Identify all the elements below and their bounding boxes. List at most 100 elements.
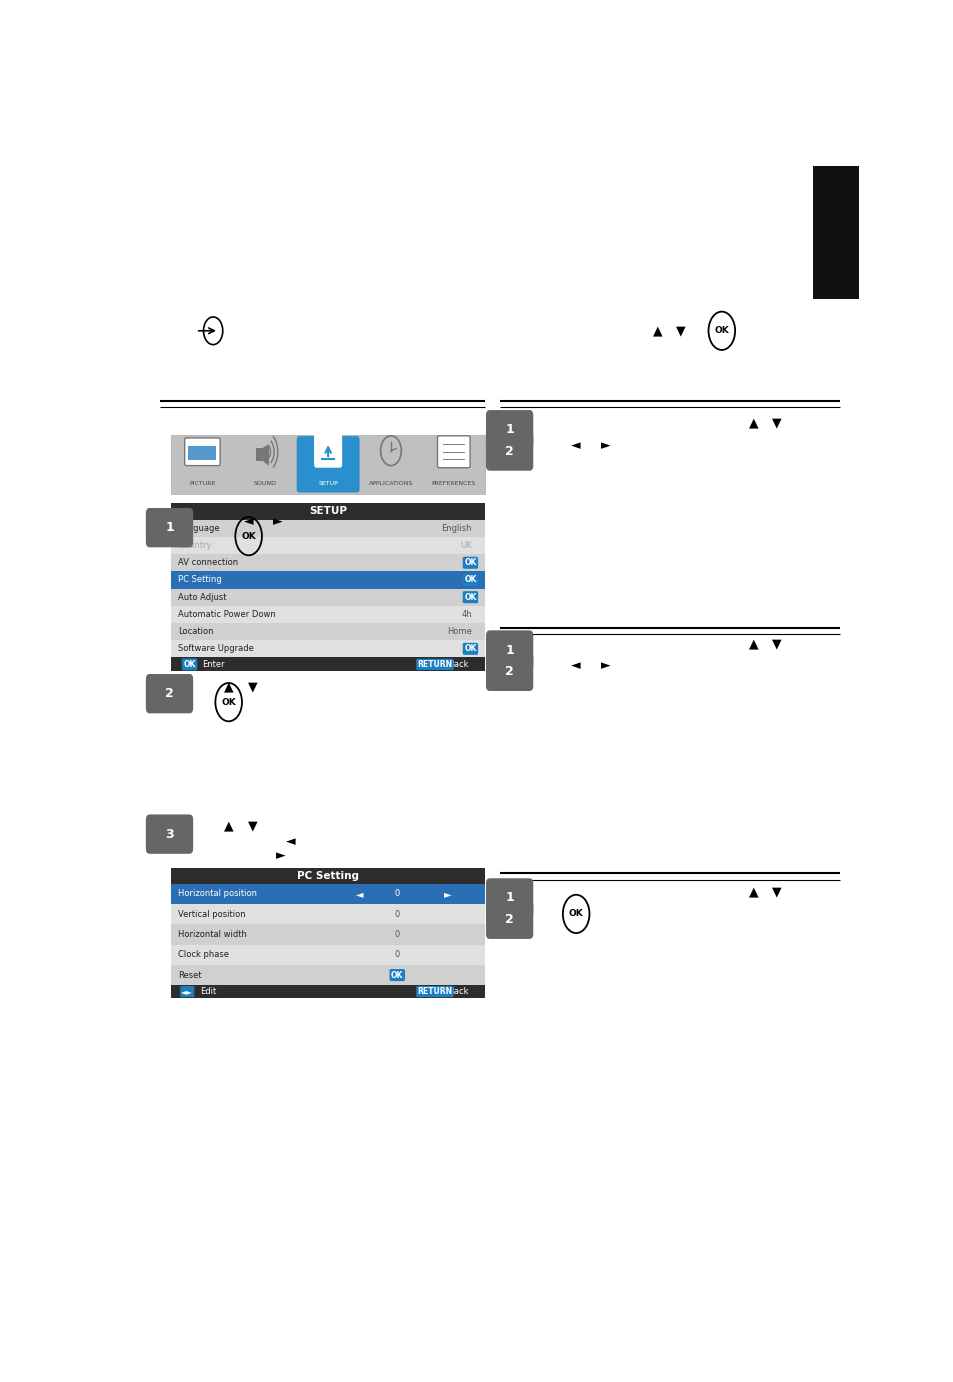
Bar [171,985,485,998]
Text: ◄: ◄ [571,439,580,452]
Text: 2: 2 [505,445,514,457]
FancyBboxPatch shape [485,630,533,670]
FancyBboxPatch shape [146,674,193,713]
Text: Back: Back [448,659,468,669]
Text: ▲: ▲ [748,637,758,650]
Text: OK: OK [464,644,476,654]
Bar [256,448,263,462]
Text: ▲: ▲ [748,417,758,430]
Text: ▼: ▼ [676,325,685,337]
Text: 1: 1 [505,644,514,656]
Text: Reset: Reset [178,970,202,980]
Text: Software Upgrade: Software Upgrade [178,644,254,654]
FancyBboxPatch shape [185,438,220,466]
Text: Automatic Power Down: Automatic Power Down [178,609,275,619]
Text: ▼: ▼ [247,681,257,694]
Text: ◄►: ◄► [181,987,193,996]
Text: SETUP: SETUP [309,506,347,517]
FancyBboxPatch shape [314,434,342,467]
Bar [171,944,485,965]
Text: SOUND: SOUND [253,481,276,485]
Bar [188,446,216,460]
Bar [171,623,485,640]
Text: ►: ► [600,439,610,452]
Text: ◄: ◄ [355,889,363,898]
Bar [171,640,485,658]
Text: Vertical position: Vertical position [178,909,246,919]
Bar [171,658,485,672]
Polygon shape [263,445,269,466]
FancyBboxPatch shape [146,509,193,547]
Text: Clock phase: Clock phase [178,951,229,959]
Text: RETURN: RETURN [417,659,452,669]
Text: Location: Location [178,627,213,636]
FancyBboxPatch shape [296,437,359,492]
FancyBboxPatch shape [485,431,533,471]
Bar [171,873,485,883]
Text: Auto Adjust: Auto Adjust [178,593,227,601]
Text: ▲: ▲ [224,820,233,832]
Bar [171,883,485,904]
Text: Horizontal width: Horizontal width [178,930,247,938]
Text: ▲: ▲ [748,884,758,898]
Text: 2: 2 [505,912,514,926]
Text: 0: 0 [395,930,399,938]
Text: ◄: ◄ [244,514,253,528]
Text: ▲: ▲ [652,325,661,337]
Bar [812,166,858,299]
Text: OK: OK [464,558,476,567]
Text: 1: 1 [505,423,514,437]
Text: RETURN: RETURN [417,987,452,996]
Bar [171,503,485,520]
FancyBboxPatch shape [146,814,193,854]
Bar [171,554,485,571]
Text: 3: 3 [165,828,173,840]
Text: ◄: ◄ [571,659,580,673]
Bar [171,868,485,883]
FancyBboxPatch shape [485,879,533,918]
Bar [171,520,485,658]
Text: 0: 0 [395,889,399,898]
Text: 1: 1 [165,521,173,535]
Bar [171,605,485,623]
Bar [171,435,485,493]
Text: ▼: ▼ [247,820,257,832]
Text: UK: UK [459,540,472,550]
Text: ►: ► [275,849,285,862]
Text: Home: Home [447,627,472,636]
Text: OK: OK [464,575,476,585]
Text: 0: 0 [395,909,399,919]
Text: 2: 2 [505,665,514,677]
Bar [171,571,485,589]
Text: Country: Country [178,540,212,550]
Text: OK: OK [568,909,583,919]
Text: 1: 1 [505,891,514,904]
Bar [171,589,485,605]
Text: OK: OK [183,659,195,669]
Text: AV connection: AV connection [178,558,238,567]
Text: ►: ► [274,514,283,528]
Text: ►: ► [600,659,610,673]
Text: APPLICATIONS: APPLICATIONS [369,481,413,485]
FancyBboxPatch shape [485,652,533,691]
Bar [171,536,485,554]
Text: PREFERENCES: PREFERENCES [431,481,476,485]
Text: OK: OK [464,593,476,601]
FancyBboxPatch shape [485,410,533,449]
Text: ►: ► [443,889,451,898]
Text: ▼: ▼ [772,884,781,898]
Text: PC Setting: PC Setting [296,871,358,880]
Text: ◄: ◄ [286,835,295,849]
FancyBboxPatch shape [437,435,470,467]
Text: Edit: Edit [200,987,216,996]
Bar [171,904,485,925]
Text: ▼: ▼ [772,637,781,650]
Text: English: English [441,524,472,533]
Text: Language: Language [178,524,220,533]
Text: OK: OK [221,698,235,706]
Bar [171,520,485,536]
Text: OK: OK [391,970,403,980]
Text: OK: OK [241,532,255,540]
Text: OK: OK [714,326,728,336]
Text: Back: Back [448,987,468,996]
